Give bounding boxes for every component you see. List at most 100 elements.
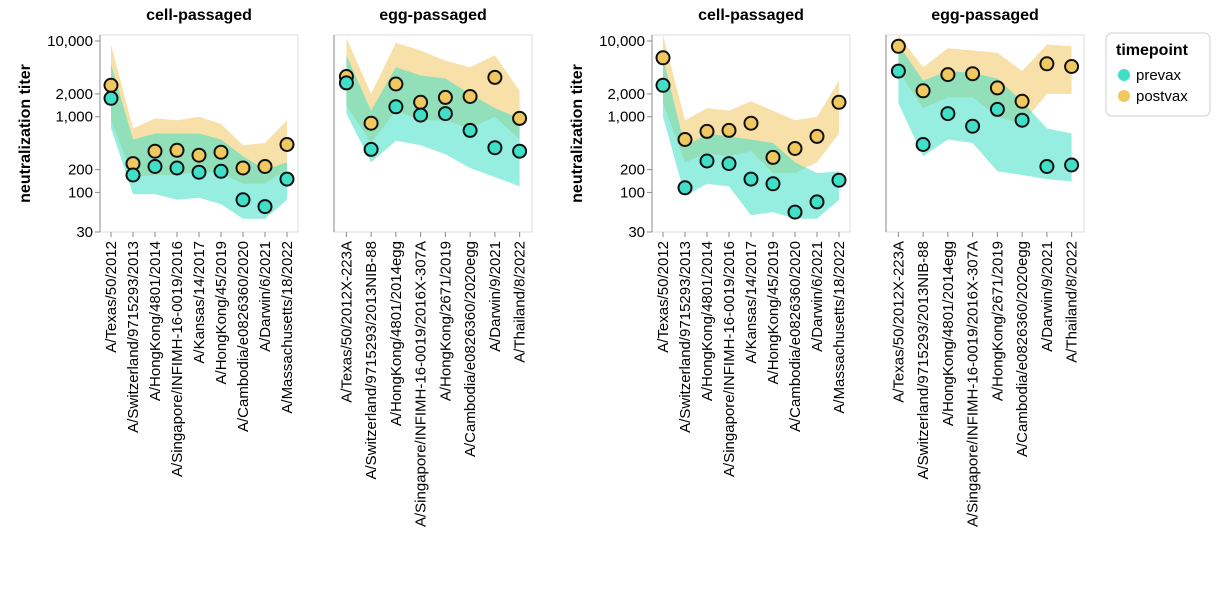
legend-label-prevax: prevax [1136, 67, 1182, 84]
x-category-label: A/HongKong/45/2019 [213, 241, 230, 384]
point-prevax [787, 204, 803, 220]
y-tick-label: 10,000 [599, 33, 645, 50]
x-category-label: A/Switzerland/9715293/2013NIB-88 [363, 241, 380, 480]
point-prevax [512, 143, 528, 159]
x-category-label: A/Darwin/6/2021 [809, 241, 826, 352]
x-category-label: A/Thailand/8/2022 [1064, 241, 1081, 363]
point-prevax [462, 122, 478, 138]
point-prevax [487, 140, 503, 156]
y-tick-label: 100 [620, 184, 645, 201]
point-prevax [965, 118, 981, 134]
point-postvax [677, 132, 693, 147]
point-prevax [1014, 112, 1030, 128]
y-axis-title: neutralization titer [569, 64, 586, 203]
x-category-label: A/HongKong/4801/2014egg [388, 241, 405, 426]
point-prevax [831, 172, 847, 188]
x-category-label: A/Texas/50/2012 [655, 241, 672, 353]
y-tick-label: 1,000 [55, 109, 93, 126]
point-prevax [437, 106, 453, 122]
legend-title: timepoint [1116, 42, 1189, 59]
x-category-label: A/Darwin/9/2021 [487, 241, 504, 352]
y-tick-label: 30 [76, 224, 93, 241]
y-tick-label: 100 [68, 184, 93, 201]
legend-label-postvax: postvax [1136, 88, 1188, 105]
panel-3: cell-passaged 30 100 200 1,000 2,000 10,000 neu… [569, 7, 851, 477]
point-postvax [169, 142, 185, 158]
x-category-label: A/Darwin/9/2021 [1039, 241, 1056, 352]
point-postvax [103, 77, 119, 93]
x-category-label: A/Switzerland/9715293/2013 [677, 241, 694, 433]
panel-2: egg-passaged A/Texas/50/2012X-223A A/Switz… [333, 7, 533, 527]
point-prevax [721, 156, 737, 172]
x-category-label: A/Massachusetts/18/2022 [831, 241, 848, 414]
point-postvax [787, 141, 803, 156]
x-category-label: A/Texas/50/2012 [103, 241, 120, 353]
point-postvax [235, 160, 251, 176]
point-postvax [915, 83, 931, 99]
legend-swatch-prevax [1118, 69, 1130, 81]
point-prevax [989, 101, 1005, 117]
point-postvax [437, 89, 453, 105]
point-postvax [462, 89, 478, 104]
x-category-label: A/Cambodia/e0826360/2020egg [462, 241, 479, 457]
point-prevax [279, 171, 295, 187]
point-postvax [487, 69, 503, 85]
point-postvax [1014, 93, 1030, 109]
point-postvax [413, 94, 429, 110]
x-category-label: A/HongKong/4801/2014 [699, 241, 716, 401]
y-tick-label: 200 [620, 162, 645, 179]
x-category-label: A/Cambodia/e0826360/2020 [787, 241, 804, 432]
x-category-label: A/HongKong/45/2019 [765, 241, 782, 384]
x-category-label: A/Massachusetts/18/2022 [279, 241, 296, 414]
x-category-label: A/Kansas/14/2017 [191, 241, 208, 364]
point-prevax [213, 163, 229, 179]
x-category-label: A/Kansas/14/2017 [743, 241, 760, 364]
legend-swatch-postvax [1118, 90, 1130, 102]
panel-title: cell-passaged [698, 7, 804, 24]
point-postvax [279, 137, 295, 152]
point-prevax [809, 194, 825, 210]
y-tick-label: 1,000 [607, 109, 645, 126]
x-category-label: A/Switzerland/9715293/2013 [125, 241, 142, 433]
point-prevax [169, 160, 185, 176]
point-prevax [388, 99, 404, 115]
point-postvax [940, 67, 956, 83]
point-prevax [147, 159, 163, 174]
ribbon-prevax [111, 63, 287, 219]
y-tick-label: 200 [68, 162, 93, 179]
panel-title: cell-passaged [146, 7, 252, 24]
point-prevax [1064, 157, 1080, 173]
x-category-label: A/Texas/50/2012X-223A [890, 241, 907, 403]
x-category-label: A/Cambodia/e0826360/2020egg [1014, 241, 1031, 457]
point-postvax [257, 159, 273, 174]
x-category-label: A/Switzerland/9715293/2013NIB-88 [915, 241, 932, 480]
point-prevax [257, 199, 273, 215]
y-tick-label: 10,000 [47, 33, 93, 50]
point-prevax [655, 77, 671, 93]
point-prevax [125, 167, 141, 183]
x-category-label: A/HongKong/4801/2014egg [940, 241, 957, 426]
point-postvax [213, 144, 229, 160]
point-postvax [721, 122, 737, 138]
point-postvax [147, 143, 163, 159]
point-prevax [103, 90, 119, 106]
point-postvax [989, 80, 1005, 96]
x-category-label: A/HongKong/2671/2019 [437, 241, 454, 401]
point-postvax [191, 147, 207, 163]
point-prevax [191, 164, 207, 180]
point-postvax [965, 66, 981, 82]
point-postvax [699, 123, 715, 139]
y-tick-label: 2,000 [607, 86, 645, 103]
y-axis-title: neutralization titer [17, 64, 34, 203]
point-postvax [809, 128, 825, 144]
point-prevax [940, 106, 956, 122]
panel-title: egg-passaged [379, 7, 487, 24]
x-category-label: A/Texas/50/2012X-223A [338, 241, 355, 403]
x-category-label: A/Singapore/INFIMH-16-0019/2016X-307A [413, 241, 430, 527]
x-category-label: A/Cambodia/e0826360/2020 [235, 241, 252, 432]
point-prevax [743, 171, 759, 187]
point-postvax [1064, 59, 1080, 74]
x-category-label: A/Singapore/INFIMH-16-0019/2016X-307A [965, 241, 982, 527]
y-tick-label: 30 [628, 224, 645, 241]
